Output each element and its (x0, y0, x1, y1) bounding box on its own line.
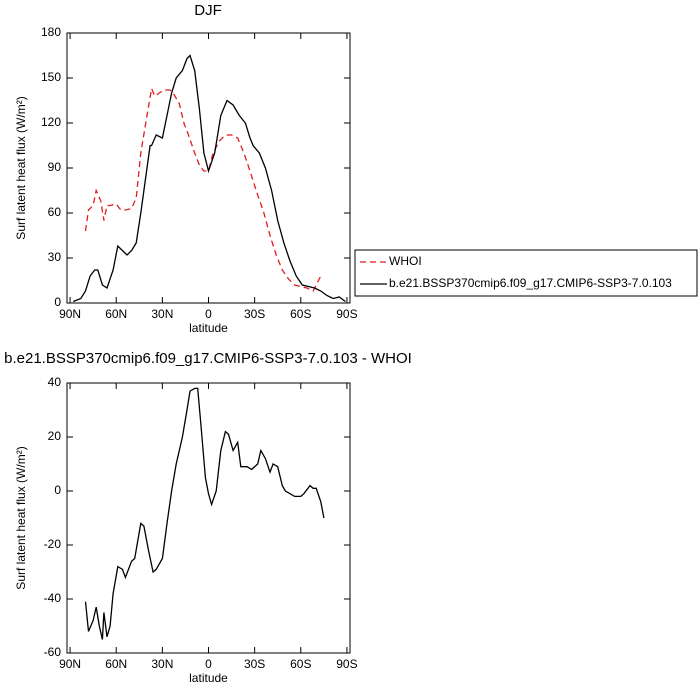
y-tick-label: 120 (41, 115, 61, 129)
x-tick-label: 60S (290, 657, 311, 671)
data-line (84, 86, 322, 292)
y-axis-label: Surf latent heat flux (W/m²) (14, 446, 28, 589)
x-tick-label: 90N (59, 657, 81, 671)
data-line (84, 387, 325, 640)
y-tick-label: 90 (48, 160, 62, 174)
x-tick-label: 30S (244, 657, 265, 671)
y-tick-label: 20 (48, 429, 62, 443)
y-tick-label: 0 (54, 295, 61, 309)
x-tick-label: 60S (290, 307, 311, 321)
x-tick-label: 30S (244, 307, 265, 321)
plot-frame (66, 32, 351, 304)
x-tick-label: 90S (336, 657, 357, 671)
y-tick-label: 30 (48, 250, 62, 264)
y-tick-label: -40 (44, 591, 62, 605)
x-tick-label: 60N (105, 657, 127, 671)
plot-frame (66, 382, 351, 654)
chart-title: b.e21.BSSP370cmip6.f09_g17.CMIP6-SSP3-7.… (4, 350, 412, 367)
x-axis-label: latitude (189, 671, 228, 685)
legend-label: b.e21.BSSP370cmip6.f09_g17.CMIP6-SSP3-7.… (389, 276, 672, 290)
x-tick-label: 90N (59, 307, 81, 321)
y-tick-label: -20 (44, 537, 62, 551)
chart-title: DJF (194, 2, 222, 19)
x-tick-label: 0 (205, 307, 212, 321)
legend-label: WHOI (389, 254, 422, 268)
y-tick-label: 0 (54, 483, 61, 497)
x-tick-label: 90S (336, 307, 357, 321)
y-tick-label: 60 (48, 205, 62, 219)
data-line (72, 54, 346, 303)
y-tick-label: -60 (44, 645, 62, 659)
y-tick-label: 40 (48, 375, 62, 389)
x-tick-label: 30N (151, 657, 173, 671)
y-tick-label: 150 (41, 70, 61, 84)
x-tick-label: 30N (151, 307, 173, 321)
x-axis-label: latitude (189, 321, 228, 335)
y-axis-label: Surf latent heat flux (W/m²) (14, 96, 28, 239)
y-tick-label: 180 (41, 25, 61, 39)
x-tick-label: 0 (205, 657, 212, 671)
legend-box (354, 249, 698, 297)
x-tick-label: 60N (105, 307, 127, 321)
